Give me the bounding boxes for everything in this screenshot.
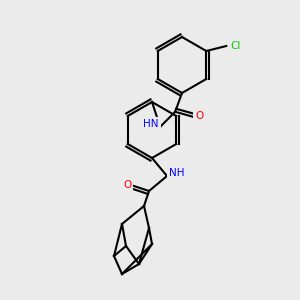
Text: O: O (123, 180, 131, 190)
Text: HN: HN (143, 119, 159, 129)
Text: O: O (195, 111, 203, 121)
Text: NH: NH (169, 168, 185, 178)
Text: Cl: Cl (230, 41, 240, 51)
